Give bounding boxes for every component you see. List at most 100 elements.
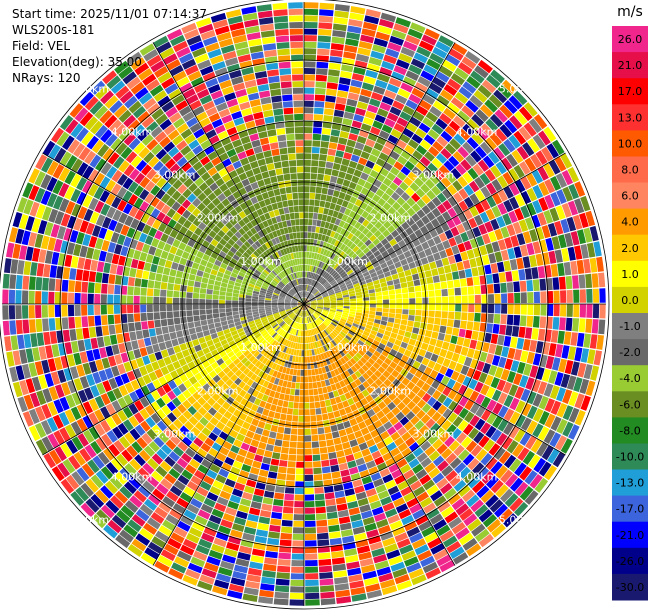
velocity-bin bbox=[342, 275, 350, 281]
velocity-bin bbox=[483, 439, 495, 452]
velocity-bin bbox=[188, 139, 200, 150]
velocity-bin bbox=[290, 335, 294, 342]
velocity-bin bbox=[322, 181, 330, 188]
velocity-bin bbox=[465, 100, 479, 113]
velocity-bin bbox=[358, 442, 368, 451]
velocity-bin bbox=[316, 275, 321, 281]
velocity-bin bbox=[364, 327, 372, 333]
velocity-bin bbox=[362, 343, 370, 350]
velocity-bin bbox=[319, 324, 325, 331]
velocity-bin bbox=[317, 305, 324, 307]
velocity-bin bbox=[397, 392, 407, 401]
velocity-bin bbox=[260, 435, 269, 444]
velocity-bin bbox=[330, 230, 336, 238]
velocity-bin bbox=[316, 295, 322, 299]
velocity-bin bbox=[320, 289, 327, 294]
velocity-bin bbox=[520, 417, 532, 431]
velocity-bin bbox=[386, 321, 394, 328]
velocity-bin bbox=[132, 124, 145, 137]
velocity-bin bbox=[340, 529, 354, 537]
velocity-bin bbox=[284, 332, 289, 339]
velocity-bin bbox=[380, 282, 388, 288]
velocity-bin bbox=[347, 433, 356, 441]
velocity-bin bbox=[430, 353, 439, 363]
velocity-bin bbox=[108, 219, 118, 231]
velocity-bin bbox=[108, 274, 116, 285]
velocity-bin bbox=[204, 437, 215, 447]
velocity-bin bbox=[330, 129, 341, 137]
velocity-bin bbox=[554, 156, 567, 172]
velocity-bin bbox=[265, 335, 272, 341]
velocity-bin bbox=[406, 197, 416, 207]
velocity-bin bbox=[304, 113, 314, 121]
velocity-bin bbox=[416, 265, 425, 273]
velocity-bin bbox=[139, 408, 150, 420]
velocity-bin bbox=[376, 299, 383, 304]
velocity-bin bbox=[216, 271, 224, 278]
velocity-bin bbox=[163, 124, 176, 136]
velocity-bin bbox=[406, 400, 416, 411]
velocity-bin bbox=[351, 593, 367, 602]
velocity-bin bbox=[412, 327, 420, 334]
velocity-bin bbox=[441, 211, 452, 222]
velocity-bin bbox=[339, 380, 346, 388]
velocity-bin bbox=[289, 290, 295, 295]
velocity-bin bbox=[396, 538, 411, 549]
velocity-bin bbox=[299, 396, 304, 403]
velocity-bin bbox=[500, 314, 507, 325]
velocity-bin bbox=[304, 299, 309, 304]
velocity-bin bbox=[399, 416, 410, 426]
velocity-bin bbox=[176, 140, 188, 151]
velocity-bin bbox=[207, 192, 217, 202]
velocity-bin bbox=[256, 406, 264, 414]
velocity-bin bbox=[387, 206, 397, 216]
velocity-bin bbox=[187, 385, 197, 395]
velocity-bin bbox=[181, 349, 190, 358]
velocity-bin bbox=[309, 272, 313, 279]
velocity-bin bbox=[158, 432, 170, 444]
velocity-bin bbox=[66, 474, 80, 490]
velocity-bin bbox=[448, 155, 460, 167]
velocity-bin bbox=[445, 272, 453, 281]
velocity-bin bbox=[494, 128, 508, 142]
velocity-bin bbox=[345, 38, 359, 47]
velocity-bin bbox=[396, 266, 404, 274]
velocity-bin bbox=[46, 160, 59, 176]
velocity-bin bbox=[342, 312, 349, 316]
velocity-bin bbox=[229, 326, 237, 333]
velocity-bin bbox=[485, 457, 498, 470]
velocity-bin bbox=[323, 345, 328, 352]
velocity-bin bbox=[320, 270, 326, 277]
velocity-bin bbox=[538, 395, 549, 410]
velocity-bin bbox=[216, 397, 226, 406]
velocity-bin bbox=[201, 277, 209, 284]
velocity-bin bbox=[230, 354, 238, 362]
velocity-bin bbox=[305, 291, 307, 298]
velocity-bin bbox=[114, 284, 121, 295]
velocity-bin bbox=[114, 60, 130, 75]
velocity-bin bbox=[419, 156, 431, 167]
velocity-bin bbox=[77, 257, 86, 269]
velocity-bin bbox=[179, 257, 188, 266]
velocity-bin bbox=[468, 427, 479, 440]
velocity-bin bbox=[133, 250, 142, 260]
velocity-bin bbox=[516, 146, 529, 160]
velocity-bin bbox=[398, 509, 412, 520]
velocity-bin bbox=[511, 326, 520, 337]
velocity-bin bbox=[450, 73, 465, 86]
velocity-bin bbox=[94, 293, 101, 304]
velocity-bin bbox=[130, 218, 140, 230]
velocity-bin bbox=[205, 304, 212, 310]
velocity-bin bbox=[360, 34, 375, 44]
velocity-bin bbox=[280, 532, 292, 540]
velocity-bin bbox=[343, 362, 351, 370]
velocity-bin bbox=[356, 294, 363, 299]
velocity-bin bbox=[269, 263, 275, 270]
velocity-bin bbox=[48, 144, 61, 160]
velocity-bin bbox=[243, 457, 254, 467]
velocity-bin bbox=[230, 330, 238, 336]
velocity-bin bbox=[560, 290, 567, 303]
velocity-bin bbox=[395, 313, 402, 319]
velocity-bin bbox=[226, 541, 240, 551]
velocity-bin bbox=[416, 334, 425, 342]
